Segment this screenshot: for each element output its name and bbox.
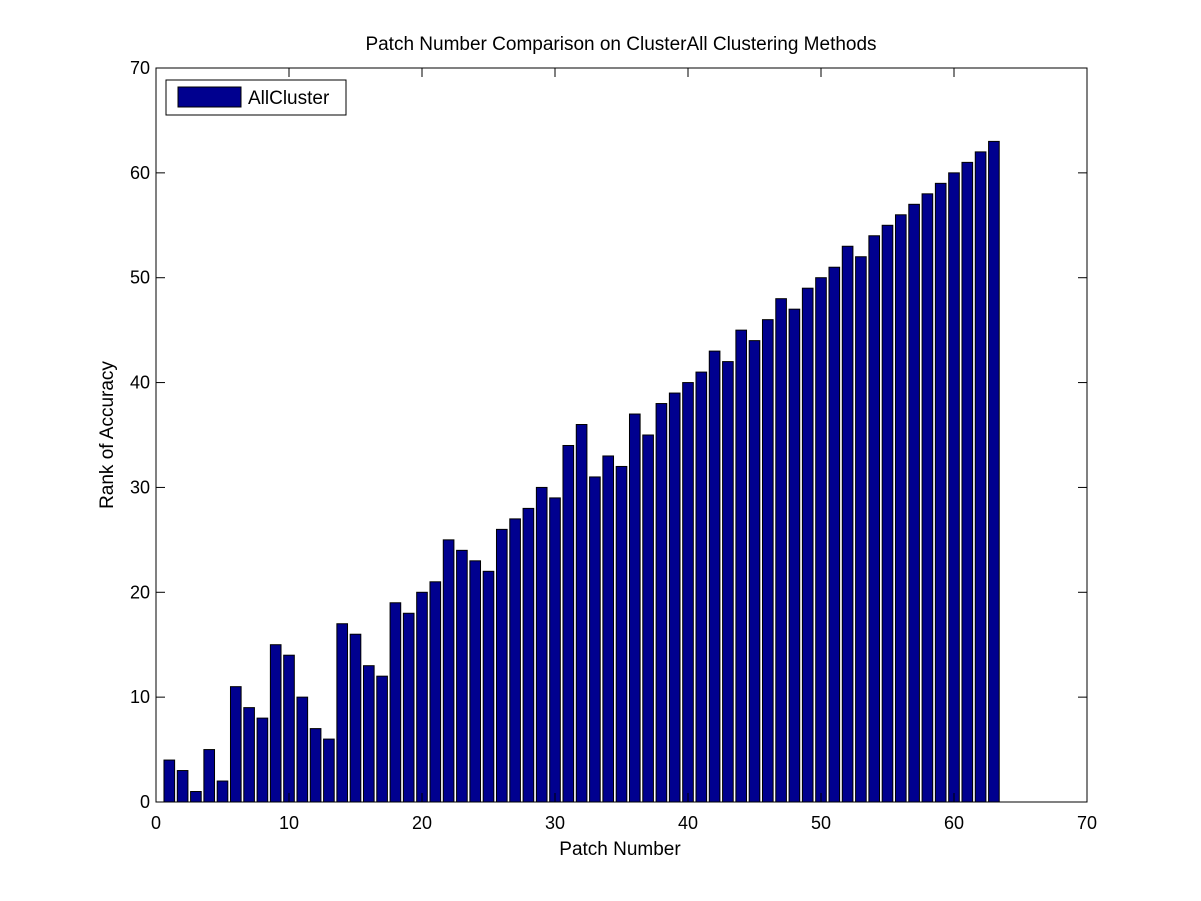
bar — [761, 319, 774, 803]
bar — [549, 497, 561, 803]
bar — [682, 382, 694, 803]
bar — [469, 560, 482, 803]
bar — [495, 528, 508, 803]
bar — [894, 214, 907, 803]
bar — [243, 707, 255, 803]
ticks-group: 0 10 20 30 40 50 60 70 0 10 20 30 40 50 60 70 — [130, 58, 1097, 833]
bar — [535, 486, 548, 803]
bar — [416, 591, 428, 803]
y-axis-label: Rank of Accuracy — [97, 361, 118, 509]
bar — [362, 665, 375, 803]
y-tick-label: 40 — [130, 373, 150, 393]
legend-label: AllCluster — [248, 88, 330, 109]
bar — [589, 476, 601, 803]
y-tick-label: 0 — [140, 792, 150, 812]
y-tick-label: 60 — [130, 163, 150, 183]
bar — [389, 602, 402, 803]
bar — [815, 277, 827, 803]
bar — [456, 549, 468, 803]
bar — [203, 749, 216, 803]
bar — [988, 140, 1000, 803]
bar — [163, 759, 176, 803]
bar — [722, 361, 734, 803]
bar — [269, 644, 282, 803]
bar — [828, 266, 841, 803]
bar — [402, 612, 415, 803]
legend-swatch — [177, 86, 242, 108]
bar — [748, 340, 761, 803]
bar — [974, 151, 987, 803]
y-tick-label: 50 — [130, 268, 150, 288]
x-tick-label: 20 — [412, 813, 432, 833]
bar — [921, 193, 934, 803]
bar — [668, 392, 681, 803]
bar — [934, 182, 947, 803]
bar — [442, 539, 455, 803]
x-tick-label: 60 — [944, 813, 964, 833]
x-tick-label: 10 — [279, 813, 299, 833]
y-tick-label: 30 — [130, 477, 150, 497]
bar — [735, 329, 748, 803]
x-tick-label: 50 — [811, 813, 831, 833]
bar — [323, 738, 335, 803]
x-tick-label: 40 — [678, 813, 698, 833]
x-axis-label: Patch Number — [559, 839, 681, 860]
bar — [296, 696, 309, 803]
bar — [190, 791, 202, 803]
bar — [522, 507, 535, 803]
bar — [695, 371, 708, 803]
x-tick-label: 30 — [545, 813, 565, 833]
bar — [229, 686, 242, 803]
bar — [562, 444, 575, 803]
bar — [349, 633, 362, 803]
bar — [575, 424, 588, 803]
bar — [841, 245, 854, 803]
bar — [176, 770, 189, 803]
bar — [376, 675, 388, 803]
bar — [881, 224, 894, 803]
bar — [948, 172, 960, 803]
bar — [708, 350, 721, 803]
bar — [482, 570, 495, 803]
bar — [336, 623, 349, 803]
bar — [615, 465, 628, 803]
bar — [868, 235, 881, 803]
bar — [602, 455, 615, 803]
bar — [961, 161, 974, 803]
axes-frame — [155, 67, 1088, 803]
y-tick-label: 20 — [130, 582, 150, 602]
bar — [628, 413, 641, 803]
y-tick-label: 10 — [130, 687, 150, 707]
y-tick-label: 70 — [130, 58, 150, 78]
bar — [309, 728, 322, 803]
bar — [283, 654, 295, 803]
x-tick-label: 0 — [151, 813, 161, 833]
bar — [801, 287, 814, 803]
bar — [775, 298, 787, 803]
bar — [788, 308, 801, 803]
bar — [256, 717, 269, 803]
legend: AllCluster — [165, 79, 347, 116]
bar — [216, 780, 229, 803]
bar — [429, 581, 442, 803]
bars-group — [163, 140, 1000, 803]
chart-title: Patch Number Comparison on ClusterAll Cl… — [365, 34, 876, 55]
bar — [642, 434, 654, 803]
bar — [509, 518, 521, 803]
bar — [855, 256, 867, 803]
x-tick-label: 70 — [1077, 813, 1097, 833]
bar — [908, 203, 920, 803]
bar — [655, 403, 668, 803]
